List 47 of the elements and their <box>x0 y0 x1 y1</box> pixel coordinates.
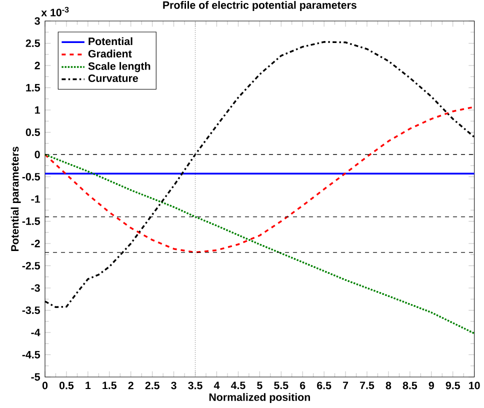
text: x 10$^{-3}$ <box>41 6 69 16</box>
y-tick-label: 0.5 <box>26 128 40 136</box>
x-tick-label: 0 <box>42 382 48 390</box>
legend-label: Curvature <box>88 74 138 82</box>
x-axis-title: Normalized position <box>209 393 310 404</box>
x-tick-label: 6 <box>300 382 306 390</box>
x-tick-label: 0.5 <box>59 382 74 390</box>
y-tick-label: 1.5 <box>26 84 40 92</box>
y-tick-label: 3 <box>34 17 40 25</box>
y-tick-label: -0.5 <box>22 172 40 181</box>
x-tick-label: 10 <box>469 382 480 390</box>
x-tick-label: 4.5 <box>230 382 246 390</box>
x-tick-label: 3 <box>171 382 176 390</box>
y-axis-title: Potential parameters <box>10 146 21 252</box>
x-tick-label: 7.5 <box>360 382 374 390</box>
x-tick-label: 6.5 <box>317 382 332 390</box>
y-tick-label: -3.5 <box>22 306 40 314</box>
x-tick-label: 5 <box>257 382 262 390</box>
line-series <box>44 154 476 334</box>
x-tick-label: 2 <box>128 382 134 390</box>
y-tick-label: -2.5 <box>22 262 40 270</box>
y-tick-label: -4 <box>31 328 40 336</box>
x-tick-label: 8.5 <box>402 382 418 390</box>
x-tick-label: 7 <box>343 382 348 390</box>
x-tick-label: 9 <box>428 382 434 390</box>
chart-title: Profile of electric potential parameters <box>163 1 356 11</box>
legend-label: Potential <box>88 37 132 46</box>
x-tick-label: 1.5 <box>102 382 117 390</box>
x-tick-label: 5.5 <box>274 382 288 390</box>
y-tick-label: -1 <box>31 195 40 203</box>
x-tick-label: 3.5 <box>188 382 202 390</box>
y-tick-label: 1 <box>35 106 40 114</box>
x-tick-label: 8 <box>386 382 392 390</box>
y-tick-label: 2 <box>34 62 40 70</box>
y-tick-label: 2.5 <box>26 39 40 48</box>
x-tick-label: 2.5 <box>145 382 160 390</box>
y-tick-label: -3 <box>31 284 40 292</box>
x-tick-label: 9.5 <box>446 382 460 390</box>
y-tick-label: -1.5 <box>22 218 40 225</box>
y-tick-label: -4.5 <box>22 351 40 358</box>
legend-label: Scale length <box>88 62 150 72</box>
y-tick-label: -2 <box>31 240 40 248</box>
y-tick-label: 0 <box>34 150 40 158</box>
x-tick-label: 4 <box>214 382 220 390</box>
x-tick-label: 1 <box>86 382 91 390</box>
y-tick-label: -5 <box>31 373 40 381</box>
legend-label: Gradient <box>88 50 132 58</box>
